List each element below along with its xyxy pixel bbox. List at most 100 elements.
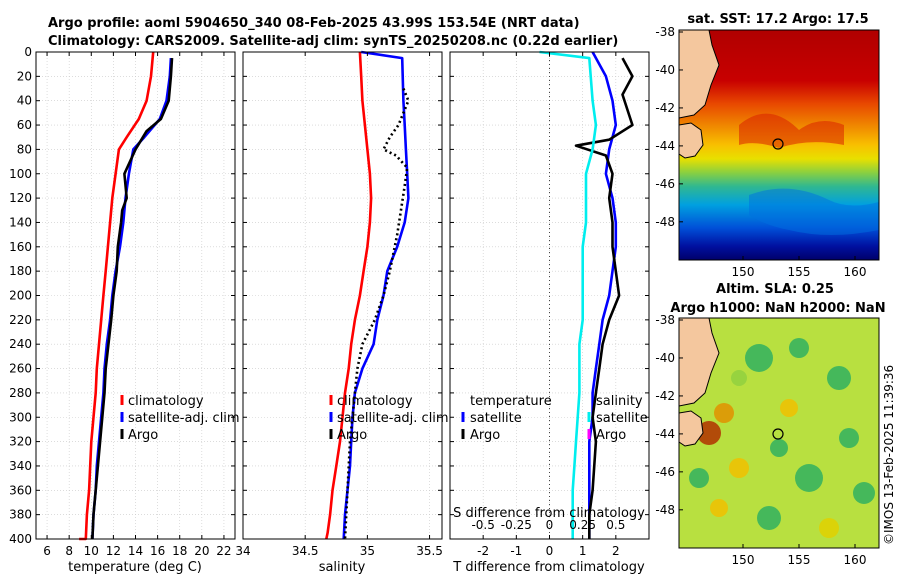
y-tick-label: 20 bbox=[17, 69, 32, 83]
sla-blob bbox=[780, 399, 798, 417]
difference-top-xlabel: S difference from climatology bbox=[453, 506, 645, 521]
x-tick-label: 6 bbox=[43, 544, 51, 558]
y-tick-label: 240 bbox=[9, 337, 32, 351]
legend-salinity-header: salinity bbox=[596, 394, 643, 409]
legend-temperature-header: temperature bbox=[470, 394, 552, 409]
sst-map: sat. SST: 17.2 Argo: 17.5 bbox=[655, 12, 880, 279]
x-tick-label: 1 bbox=[579, 544, 587, 558]
x-tick-label: -1 bbox=[510, 544, 522, 558]
y-tick-label: 0 bbox=[24, 45, 32, 59]
top-x-tick-label: 0.25 bbox=[569, 518, 596, 532]
series-line-satellite-t bbox=[587, 51, 618, 539]
sst-argo-location bbox=[772, 138, 784, 150]
sla-blob bbox=[839, 428, 859, 448]
legend-satellite-label: satellite-adj. clim bbox=[128, 411, 240, 426]
sst-warm-intrusion bbox=[739, 113, 844, 148]
sla-y-tick-label: -48 bbox=[655, 503, 675, 517]
y-tick-label: 400 bbox=[9, 532, 32, 546]
sst-y-tick-label: -46 bbox=[655, 177, 675, 191]
salinity-xlabel: salinity bbox=[319, 560, 366, 575]
sla-blob bbox=[745, 344, 773, 372]
sla-y-tick-label: -38 bbox=[655, 313, 675, 327]
sla-blob bbox=[710, 499, 728, 517]
sla-blob bbox=[689, 468, 709, 488]
sla-y-tick-label: -42 bbox=[655, 389, 675, 403]
y-tick-label: 60 bbox=[17, 118, 32, 132]
x-tick-label: -2 bbox=[477, 544, 489, 558]
series-line-satellite-adj-clim bbox=[342, 50, 410, 540]
y-tick-label: 320 bbox=[9, 435, 32, 449]
salinity-lines bbox=[325, 50, 410, 540]
series-line-satellite-s bbox=[539, 50, 598, 539]
x-tick-label: 10 bbox=[84, 544, 99, 558]
difference-xlabel: T difference from climatology bbox=[452, 560, 645, 575]
top-x-tick-label: -0.5 bbox=[471, 518, 494, 532]
sla-blob bbox=[729, 458, 749, 478]
x-tick-label: 35.5 bbox=[416, 544, 443, 558]
copyright-text: ©IMOS 13-Feb-2025 11:39:36 bbox=[882, 365, 896, 545]
salinity-grid bbox=[242, 51, 442, 540]
legend-sat-s-label: satellite bbox=[596, 411, 648, 426]
temperature-ticks: 6 8 10 12 14 16 18 20 22020406080100120140160180… bbox=[9, 45, 235, 558]
sst-y-tick-label: -48 bbox=[655, 215, 675, 229]
sla-blob bbox=[770, 439, 788, 457]
sla-y-tick-label: -46 bbox=[655, 465, 675, 479]
x-tick-label: 16 bbox=[150, 544, 165, 558]
sla-argo-location bbox=[772, 428, 784, 440]
title-line-1: Argo profile: aoml 5904650_340 08-Feb-20… bbox=[48, 16, 580, 31]
y-tick-label: 280 bbox=[9, 386, 32, 400]
x-tick-label: 22 bbox=[216, 544, 231, 558]
x-tick-label: 8 bbox=[65, 544, 73, 558]
temperature-panel: 6 8 10 12 14 16 18 20 22020406080100120140160180… bbox=[9, 45, 240, 575]
sst-y-tick-label: -42 bbox=[655, 101, 675, 115]
sla-land-australia bbox=[679, 318, 720, 407]
y-tick-label: 220 bbox=[9, 313, 32, 327]
y-tick-label: 160 bbox=[9, 240, 32, 254]
top-x-tick-label: -0.25 bbox=[501, 518, 532, 532]
y-tick-label: 260 bbox=[9, 362, 32, 376]
sla-map: Altim. SLA: 0.25 Argo h1000: NaN h2000: … bbox=[655, 282, 885, 567]
sla-blob bbox=[827, 366, 851, 390]
sst-y-tick-label: -40 bbox=[655, 63, 675, 77]
sst-map-frame bbox=[678, 29, 880, 261]
sla-x-tick-label: 155 bbox=[788, 553, 811, 567]
sst-map-ticks: 150 155 160 -38 -40 -42 -44 -46 -48 bbox=[655, 25, 866, 279]
x-tick-label: 34 bbox=[235, 544, 250, 558]
difference-ticks: -2 -1 0 1 2 -0.5 -0.25 0 0.25 0.5 bbox=[450, 51, 649, 558]
x-tick-label: 12 bbox=[106, 544, 121, 558]
sst-cool-patch bbox=[749, 188, 879, 235]
series-line-climatology bbox=[79, 51, 155, 541]
difference-panel: -2 -1 0 1 2 -0.5 -0.25 0 0.25 0.5 T difference fr… bbox=[449, 50, 650, 575]
sla-map-frame bbox=[678, 317, 880, 549]
temperature-xlabel: temperature (deg C) bbox=[68, 560, 202, 575]
legend-sat-t-label: satellite bbox=[470, 411, 522, 426]
y-tick-label: 140 bbox=[9, 215, 32, 229]
sst-x-tick-label: 150 bbox=[732, 265, 755, 279]
top-x-tick-label: 0.5 bbox=[606, 518, 625, 532]
sst-land-tasmania bbox=[679, 122, 704, 159]
sst-y-tick-label: -38 bbox=[655, 25, 675, 39]
sla-blob bbox=[789, 338, 809, 358]
sla-map-ticks: 150 155 160 -38 -40 -42 -44 -46 -48 bbox=[655, 313, 866, 567]
x-tick-label: 0 bbox=[546, 544, 554, 558]
salinity-legend: climatology satellite-adj. clim Argo bbox=[329, 394, 449, 443]
series-line-argo bbox=[343, 88, 410, 540]
sla-x-tick-label: 150 bbox=[732, 553, 755, 567]
sla-map-canvas bbox=[679, 318, 879, 548]
sst-x-tick-label: 155 bbox=[788, 265, 811, 279]
y-tick-label: 200 bbox=[9, 289, 32, 303]
y-tick-label: 180 bbox=[9, 264, 32, 278]
y-tick-label: 380 bbox=[9, 508, 32, 522]
sla-blob bbox=[731, 370, 747, 386]
y-tick-label: 360 bbox=[9, 483, 32, 497]
sla-land-tasmania bbox=[679, 410, 704, 447]
x-tick-label: 34.5 bbox=[292, 544, 319, 558]
salinity-ticks: 34 34.5 35 35.5 bbox=[235, 51, 443, 558]
sst-land-australia bbox=[679, 30, 720, 119]
x-tick-label: 14 bbox=[128, 544, 143, 558]
legend-argo-t-label: Argo bbox=[470, 428, 500, 443]
y-tick-label: 80 bbox=[17, 142, 32, 156]
sla-map-title-1: Altim. SLA: 0.25 bbox=[716, 282, 834, 297]
sla-blob bbox=[853, 482, 875, 504]
